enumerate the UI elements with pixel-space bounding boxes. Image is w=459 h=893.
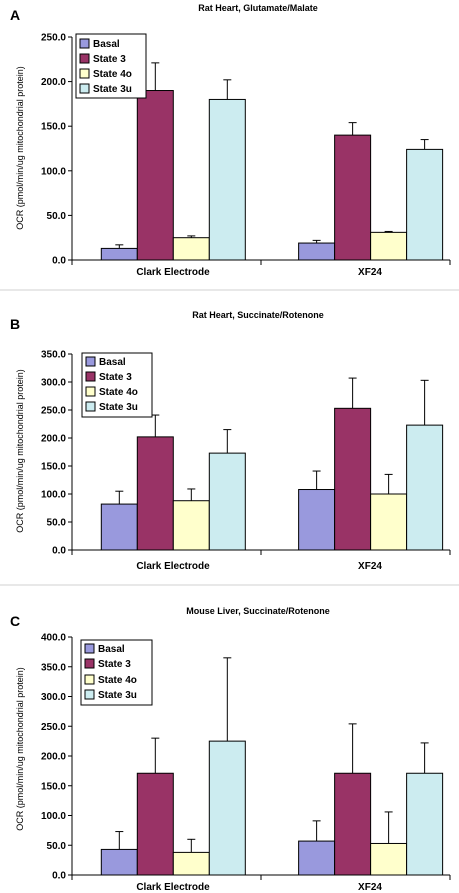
bar-c-state3u-1	[208, 740, 246, 876]
x-tick-label-c-2: XF24	[358, 882, 382, 893]
legend-swatch-c-basal	[84, 643, 95, 654]
y-tick-label-b-3: 100.0	[41, 490, 66, 501]
panel-label-a: A	[10, 7, 20, 23]
y-tick-label-b-5: 200.0	[41, 434, 66, 445]
y-tick-label-c-8: 350.0	[41, 662, 66, 673]
y-tick-label-c-1: 0.0	[52, 871, 66, 882]
legend-label-b-basal: Basal	[99, 357, 126, 368]
bar-b-state3u-2	[406, 424, 444, 551]
bar-a-state3-1	[136, 90, 174, 261]
bar-b-basal-1	[100, 503, 138, 551]
y-axis-label-c: OCR (pmol/min/ug mitochondrial protein)	[15, 667, 25, 831]
y-tick-label-a-2: 50.0	[47, 211, 67, 222]
legend-swatch-c-state4o	[84, 674, 95, 685]
legend-b: Basal State 3 State 4o State 3u	[81, 352, 153, 418]
bar-a-state3u-2	[406, 148, 444, 261]
y-tick-label-b-6: 250.0	[41, 406, 66, 417]
x-tick-label-b-2: XF24	[358, 561, 382, 572]
legend-label-c-state3u: State 3u	[98, 690, 137, 701]
bar-a-basal-2	[298, 242, 336, 261]
bar-c-state3-2	[334, 772, 372, 876]
bar-b-state3-2	[334, 407, 372, 551]
y-tick-label-a-1: 0.0	[52, 256, 66, 267]
legend-label-a-state4o: State 4o	[93, 69, 132, 80]
y-axis-label-a: OCR (pmol/min/ug mitochondrial protein)	[15, 66, 25, 230]
legend-label-b-state3u: State 3u	[99, 402, 138, 413]
legend-swatch-a-basal	[79, 38, 90, 49]
y-tick-label-c-9: 400.0	[41, 633, 66, 644]
legend-swatch-b-state3u	[85, 401, 96, 412]
legend-label-b-state3: State 3	[99, 372, 132, 383]
plot-area-c: 0.0 50.0 100.0 150.0 200.0 250.0 300.0 350.0 400…	[41, 633, 451, 882]
y-tick-label-b-8: 350.0	[41, 350, 66, 361]
y-tick-label-b-2: 50.0	[47, 518, 67, 529]
y-tick-label-b-7: 300.0	[41, 378, 66, 389]
plot-area-b: 0.0 50.0 100.0 150.0 200.0 250.0 300.0 350.0	[41, 350, 451, 557]
legend-swatch-a-state4o	[79, 68, 90, 79]
bar-a-state3u-1	[208, 98, 246, 261]
x-tick-label-c-1: Clark Electrode	[136, 882, 210, 893]
legend-swatch-b-state3	[85, 371, 96, 382]
bar-c-state4o-2	[370, 842, 408, 876]
chart-panel-a: A Rat Heart, Glutamate/Malate OCR (pmol/…	[10, 3, 451, 278]
bar-b-state3-1	[136, 436, 174, 551]
y-tick-label-b-1: 0.0	[52, 546, 66, 557]
bar-c-state3u-2	[406, 772, 444, 876]
legend-label-c-state4o: State 4o	[98, 675, 137, 686]
y-tick-label-c-4: 150.0	[41, 781, 66, 792]
legend-c: Basal State 3 State 4o State 3u	[80, 639, 153, 706]
legend-label-c-state3: State 3	[98, 659, 131, 670]
legend-label-a-basal: Basal	[93, 39, 120, 50]
legend-swatch-a-state3u	[79, 83, 90, 94]
y-tick-label-b-4: 150.0	[41, 462, 66, 473]
y-tick-label-a-3: 100.0	[41, 166, 66, 177]
y-tick-label-c-5: 200.0	[41, 752, 66, 763]
bar-b-basal-2	[298, 489, 336, 551]
chart-title-b: Rat Heart, Succinate/Rotenone	[192, 310, 324, 320]
bar-c-basal-2	[298, 840, 336, 876]
legend-swatch-b-basal	[85, 356, 96, 367]
y-axis-label-b: OCR (pmol/min/ug mitochondrial protein)	[15, 369, 25, 533]
x-tick-label-a-2: XF24	[358, 267, 382, 278]
legend-swatch-c-state3	[84, 658, 95, 669]
bar-c-state4o-1	[172, 851, 210, 876]
plot-area-a: 0.0 50.0 100.0 150.0 200.0 250.0	[41, 33, 451, 267]
legend-label-a-state3: State 3	[93, 54, 126, 65]
x-tick-label-a-1: Clark Electrode	[136, 267, 210, 278]
bar-c-basal-1	[100, 848, 138, 876]
chart-title-a: Rat Heart, Glutamate/Malate	[198, 3, 318, 13]
chart-title-c: Mouse Liver, Succinate/Rotenone	[186, 606, 330, 616]
x-tick-label-b-1: Clark Electrode	[136, 561, 210, 572]
bar-a-state3-2	[334, 134, 372, 261]
legend-label-c-basal: Basal	[98, 644, 125, 655]
y-tick-label-c-3: 100.0	[41, 811, 66, 822]
bar-b-state4o-2	[370, 493, 408, 551]
y-tick-label-c-2: 50.0	[47, 841, 67, 852]
y-tick-label-c-7: 300.0	[41, 692, 66, 703]
legend-label-a-state3u: State 3u	[93, 84, 132, 95]
bar-a-basal-1	[100, 247, 138, 261]
panel-label-b: B	[10, 316, 20, 332]
bar-c-state3-1	[136, 772, 174, 876]
legend-label-b-state4o: State 4o	[99, 387, 138, 398]
y-tick-label-a-4: 150.0	[41, 122, 66, 133]
legend-a: Basal State 3 State 4o State 3u	[75, 33, 147, 99]
legend-swatch-b-state4o	[85, 386, 96, 397]
chart-panel-b: B Rat Heart, Succinate/Rotenone OCR (pmo…	[10, 310, 451, 572]
legend-swatch-a-state3	[79, 53, 90, 64]
bar-a-state4o-1	[172, 237, 210, 261]
bar-a-state4o-2	[370, 231, 408, 261]
panel-label-c: C	[10, 613, 20, 629]
legend-swatch-c-state3u	[84, 689, 95, 700]
y-tick-label-a-5: 200.0	[41, 77, 66, 88]
y-tick-label-a-6: 250.0	[41, 33, 66, 44]
bar-b-state4o-1	[172, 500, 210, 551]
y-tick-label-c-6: 250.0	[41, 722, 66, 733]
bar-b-state3u-1	[208, 452, 246, 551]
chart-panel-c: C Mouse Liver, Succinate/Rotenone OCR (p…	[10, 606, 451, 893]
